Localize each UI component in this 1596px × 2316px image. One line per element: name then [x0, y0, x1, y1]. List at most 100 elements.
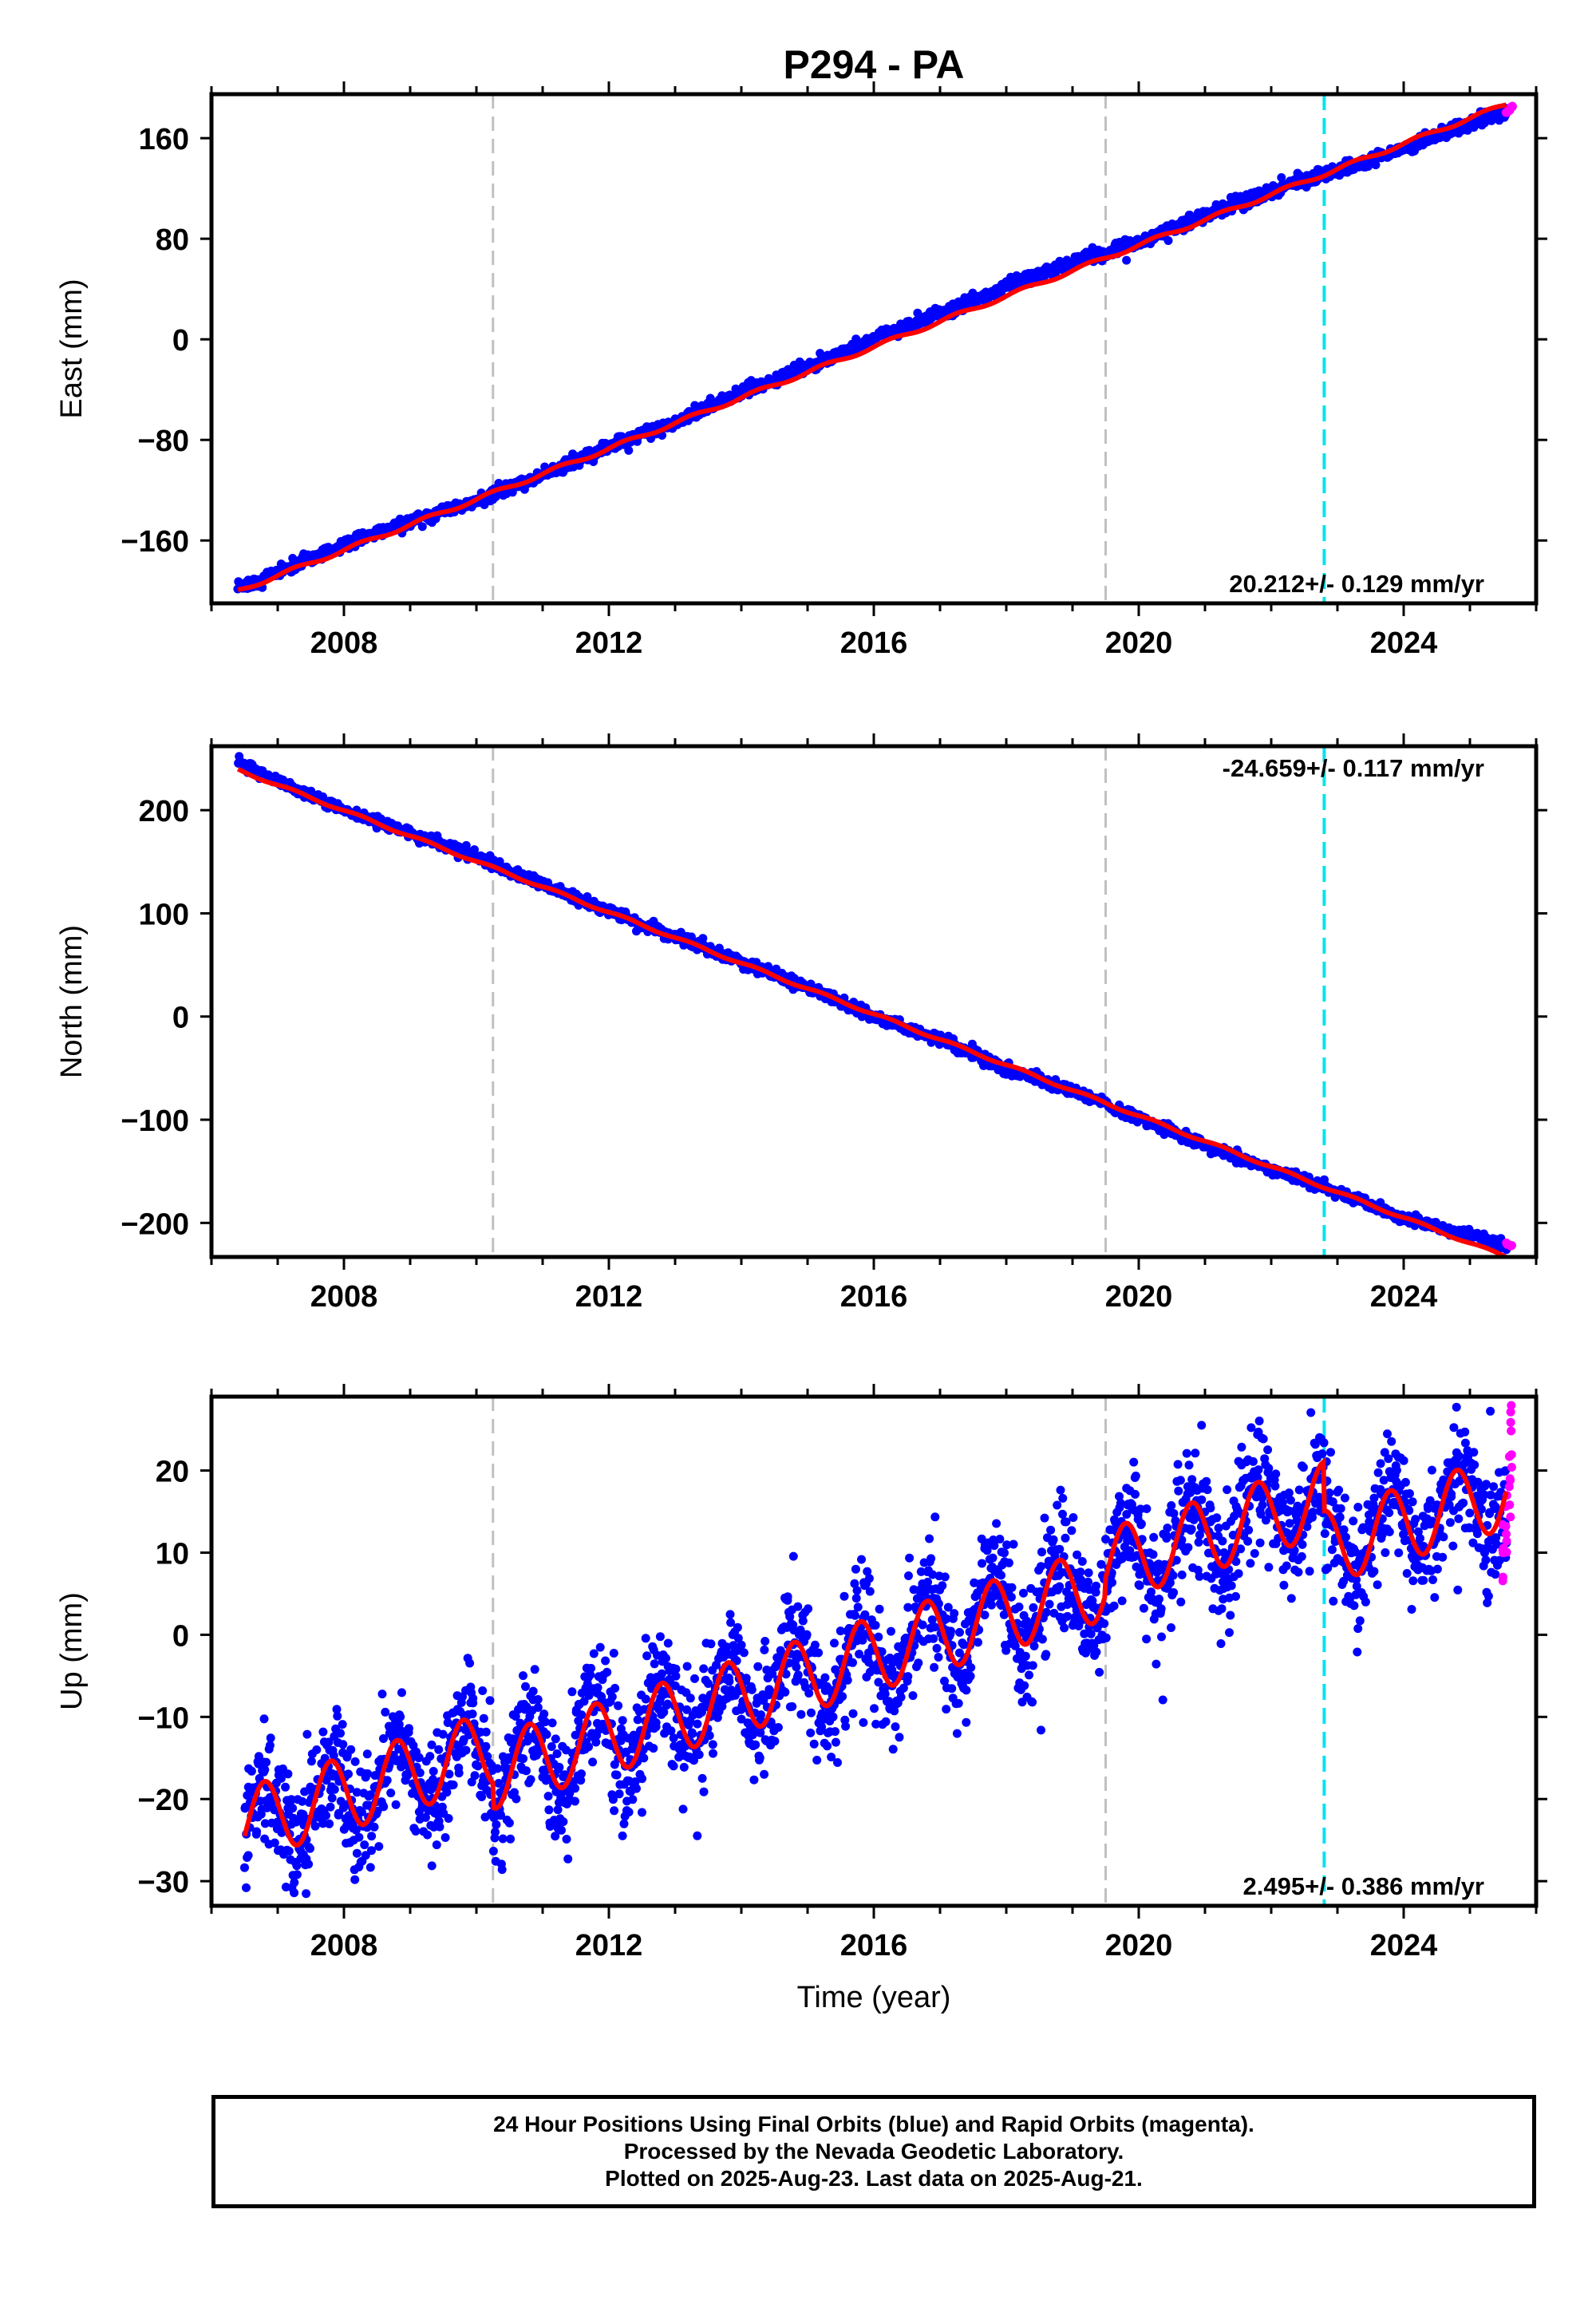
up-final-point — [367, 1832, 377, 1841]
up-final-point — [925, 1534, 934, 1543]
up-final-point — [579, 1697, 589, 1706]
up-final-point — [357, 1808, 366, 1816]
up-final-point — [839, 1591, 849, 1601]
up-final-point — [614, 1701, 623, 1710]
up-final-point — [704, 1679, 713, 1688]
up-final-point — [330, 1784, 339, 1794]
up-final-point — [693, 1719, 702, 1729]
east-y-tick-label: 160 — [139, 123, 189, 156]
up-final-point — [587, 1663, 596, 1673]
up-final-point — [533, 1695, 543, 1704]
up-final-point — [540, 1717, 550, 1726]
up-final-point — [851, 1594, 861, 1603]
east-final-point — [508, 488, 517, 497]
up-final-point — [491, 1828, 500, 1837]
up-final-point — [624, 1808, 634, 1817]
up-final-point — [273, 1817, 282, 1827]
up-final-point — [379, 1734, 388, 1743]
up-final-point — [429, 1775, 437, 1784]
up-final-point — [324, 1737, 334, 1747]
up-final-point — [259, 1714, 269, 1724]
east-x-tick-label: 2012 — [575, 626, 643, 660]
up-final-point — [753, 1662, 763, 1671]
up-final-point — [850, 1579, 859, 1588]
east-final-point — [1122, 255, 1132, 265]
up-final-point — [468, 1709, 477, 1719]
north-y-tick-label: 200 — [139, 795, 189, 828]
up-final-point — [240, 1863, 249, 1872]
up-final-point — [828, 1712, 838, 1721]
up-final-point — [706, 1639, 716, 1649]
east-y-tick-label: 80 — [156, 223, 189, 257]
up-final-point — [853, 1603, 863, 1612]
up-final-point — [708, 1740, 717, 1749]
up-final-point — [363, 1769, 373, 1778]
up-final-point — [571, 1730, 580, 1740]
up-final-point — [281, 1782, 290, 1792]
up-final-point — [350, 1875, 360, 1884]
up-final-point — [577, 1769, 586, 1779]
up-final-point — [521, 1682, 530, 1691]
up-final-point — [397, 1688, 406, 1697]
up-final-point — [423, 1830, 433, 1840]
up-final-point — [312, 1745, 322, 1754]
up-final-point — [586, 1670, 595, 1680]
up-final-point — [481, 1727, 491, 1737]
up-final-point — [709, 1749, 717, 1758]
up-final-point — [485, 1696, 495, 1705]
up-final-point — [435, 1822, 444, 1832]
up-final-point — [659, 1707, 669, 1717]
up-final-point — [306, 1757, 316, 1766]
up-final-point — [760, 1645, 769, 1654]
up-final-point — [855, 1650, 864, 1659]
up-final-point — [785, 1612, 795, 1622]
up-final-point — [242, 1883, 251, 1892]
up-final-point — [333, 1711, 342, 1721]
up-final-point — [547, 1742, 556, 1751]
up-final-point — [589, 1649, 598, 1658]
east-final-point — [1163, 236, 1173, 245]
up-final-point — [833, 1758, 842, 1767]
up-final-point — [737, 1640, 746, 1650]
up-final-point — [619, 1819, 629, 1828]
up-final-point — [612, 1770, 622, 1780]
up-final-point — [888, 1745, 898, 1754]
up-final-point — [608, 1795, 618, 1804]
east-final-point — [1277, 173, 1286, 182]
up-final-point — [903, 1672, 913, 1682]
up-final-point — [669, 1733, 678, 1743]
up-final-point — [618, 1831, 627, 1840]
up-final-point — [682, 1705, 692, 1714]
up-final-point — [440, 1833, 450, 1842]
up-final-point — [519, 1754, 528, 1764]
up-final-point — [512, 1794, 521, 1804]
up-final-point — [552, 1749, 562, 1758]
figure-title: P294 - PA — [784, 42, 965, 87]
up-final-point — [733, 1622, 742, 1632]
east-final-point — [851, 334, 861, 344]
up-final-point — [930, 1662, 939, 1672]
up-final-point — [444, 1814, 453, 1823]
up-final-point — [783, 1592, 792, 1602]
up-final-point — [352, 1848, 361, 1858]
up-final-point — [857, 1555, 866, 1564]
up-final-point — [662, 1654, 670, 1663]
up-final-point — [663, 1638, 673, 1648]
up-final-point — [292, 1861, 302, 1871]
up-final-point — [871, 1719, 881, 1729]
up-final-point — [609, 1649, 618, 1658]
up-final-point — [880, 1690, 890, 1698]
up-final-point — [551, 1734, 560, 1744]
up-final-point — [571, 1784, 580, 1793]
up-final-point — [751, 1740, 760, 1749]
up-final-point — [584, 1742, 593, 1752]
up-final-point — [396, 1712, 405, 1721]
up-final-point — [306, 1844, 314, 1853]
up-final-point — [270, 1838, 279, 1848]
up-final-point — [820, 1673, 830, 1682]
up-final-point — [663, 1699, 672, 1709]
up-final-point — [655, 1632, 665, 1642]
up-final-point — [547, 1718, 557, 1728]
up-final-point — [260, 1765, 270, 1774]
